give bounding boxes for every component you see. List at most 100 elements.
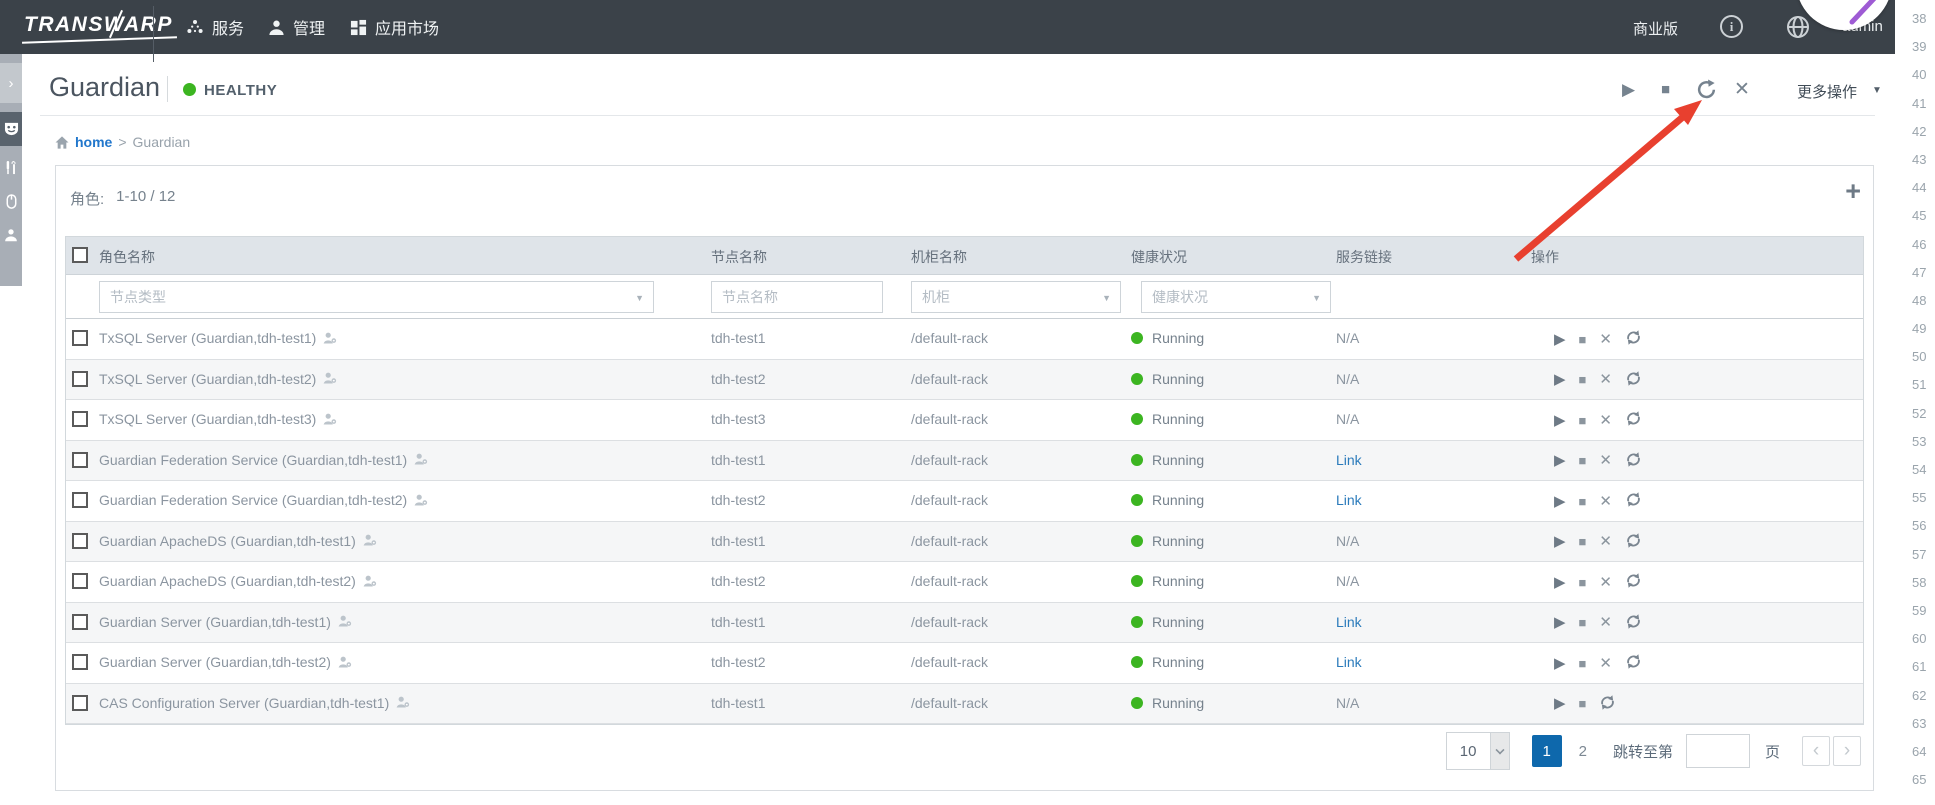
- rack-select[interactable]: 机柜 ▼: [911, 281, 1121, 313]
- service-start-button[interactable]: ▶: [1622, 80, 1636, 99]
- edition-label[interactable]: 商业版: [1633, 21, 1679, 38]
- row-checkbox[interactable]: [72, 330, 88, 346]
- start-icon[interactable]: ▶: [1554, 371, 1566, 388]
- sidebar-item-tools[interactable]: [0, 150, 22, 184]
- row-checkbox[interactable]: [72, 532, 88, 549]
- refresh-icon[interactable]: [1625, 653, 1642, 674]
- sidebar-item-roles[interactable]: [0, 112, 22, 146]
- service-stop-button[interactable]: ■: [1661, 81, 1671, 98]
- row-checkbox[interactable]: [72, 573, 88, 589]
- refresh-icon[interactable]: [1599, 694, 1616, 715]
- nav-item-app-market[interactable]: 应用市场: [350, 0, 439, 54]
- sidebar-item-mouse[interactable]: [0, 184, 22, 218]
- delete-icon[interactable]: ✕: [1599, 654, 1612, 672]
- delete-icon[interactable]: ✕: [1599, 371, 1612, 388]
- stop-icon[interactable]: ■: [1578, 412, 1587, 428]
- add-role-button[interactable]: +: [1845, 176, 1861, 206]
- health-cell: Running: [1131, 533, 1204, 549]
- start-icon[interactable]: ▶: [1554, 695, 1566, 712]
- service-link-cell[interactable]: N/A: [1336, 370, 1360, 387]
- service-link-cell[interactable]: N/A: [1336, 532, 1360, 549]
- start-icon[interactable]: ▶: [1554, 411, 1566, 429]
- row-checkbox[interactable]: [72, 654, 88, 670]
- prev-page-button[interactable]: ‹: [1802, 736, 1830, 766]
- service-link-cell[interactable]: Link: [1336, 613, 1362, 630]
- refresh-icon[interactable]: [1625, 572, 1642, 593]
- line-number: 63: [1912, 715, 1927, 731]
- start-icon[interactable]: ▶: [1554, 533, 1566, 550]
- row-checkbox[interactable]: [72, 492, 88, 508]
- service-link-cell[interactable]: N/A: [1336, 694, 1360, 711]
- row-checkbox[interactable]: [72, 370, 88, 387]
- stop-icon[interactable]: ■: [1578, 655, 1587, 671]
- table-row: Guardian Federation Service (Guardian,td…: [66, 481, 1863, 522]
- refresh-icon[interactable]: [1625, 410, 1642, 431]
- role-type-select[interactable]: 节点类型 ▼: [99, 281, 654, 313]
- service-link-cell[interactable]: Link: [1336, 492, 1362, 508]
- sidebar-item-user[interactable]: [0, 218, 22, 252]
- info-icon[interactable]: i: [1720, 15, 1743, 38]
- service-link-cell[interactable]: Link: [1336, 654, 1362, 670]
- delete-icon[interactable]: ✕: [1599, 452, 1612, 469]
- refresh-icon[interactable]: [1625, 491, 1642, 512]
- start-icon[interactable]: ▶: [1554, 452, 1566, 469]
- line-number: 49: [1912, 321, 1927, 337]
- service-link-cell[interactable]: Link: [1336, 451, 1362, 468]
- page-button-1[interactable]: 1: [1531, 735, 1562, 767]
- goto-page-input[interactable]: [1685, 734, 1750, 768]
- node-name-input[interactable]: 节点名称: [711, 281, 883, 313]
- nav-item-services[interactable]: 服务: [186, 0, 244, 54]
- delete-icon[interactable]: ✕: [1599, 330, 1612, 348]
- roles-table: 角色名称 节点名称 机柜名称 健康状况 服务链接 操作 节点类型 ▼ 节点名称 …: [65, 236, 1864, 725]
- nav-item-admin[interactable]: 管理: [268, 0, 325, 54]
- refresh-icon[interactable]: [1625, 329, 1642, 350]
- refresh-icon[interactable]: [1625, 370, 1642, 391]
- start-icon[interactable]: ▶: [1554, 573, 1566, 591]
- rack-name-cell: /default-rack: [911, 532, 989, 549]
- delete-icon[interactable]: ✕: [1599, 573, 1612, 591]
- refresh-icon[interactable]: [1625, 532, 1642, 553]
- service-restart-button[interactable]: [1696, 79, 1717, 105]
- stop-icon[interactable]: ■: [1578, 331, 1587, 347]
- stop-icon[interactable]: ■: [1578, 493, 1587, 509]
- refresh-icon[interactable]: [1625, 613, 1642, 634]
- sidebar-expand-button[interactable]: ›: [0, 63, 22, 103]
- refresh-icon[interactable]: [1625, 451, 1642, 472]
- page-size-select[interactable]: 10: [1445, 732, 1510, 770]
- language-globe-icon[interactable]: [1786, 15, 1810, 44]
- row-checkbox[interactable]: [72, 613, 88, 630]
- health-select[interactable]: 健康状况 ▼: [1141, 281, 1331, 313]
- delete-icon[interactable]: ✕: [1599, 492, 1612, 510]
- running-dot: [1131, 494, 1143, 506]
- line-number: 59: [1912, 602, 1927, 618]
- line-number: 58: [1912, 574, 1927, 590]
- select-all-checkbox[interactable]: [72, 247, 88, 263]
- start-icon[interactable]: ▶: [1554, 492, 1566, 510]
- more-actions-caret-icon[interactable]: ▼: [1872, 85, 1882, 96]
- stop-icon[interactable]: ■: [1578, 534, 1587, 549]
- row-checkbox[interactable]: [72, 694, 88, 711]
- delete-icon[interactable]: ✕: [1599, 411, 1612, 429]
- service-link-cell[interactable]: N/A: [1336, 411, 1360, 427]
- line-number: 51: [1912, 377, 1927, 393]
- service-close-button[interactable]: ✕: [1734, 79, 1750, 100]
- row-checkbox[interactable]: [72, 411, 88, 427]
- start-icon[interactable]: ▶: [1554, 330, 1566, 348]
- service-link-cell[interactable]: N/A: [1336, 330, 1360, 346]
- next-page-button[interactable]: ›: [1833, 736, 1861, 766]
- delete-icon[interactable]: ✕: [1599, 614, 1612, 631]
- stop-icon[interactable]: ■: [1578, 615, 1587, 630]
- stop-icon[interactable]: ■: [1578, 574, 1587, 590]
- more-actions-button[interactable]: 更多操作: [1797, 84, 1858, 101]
- service-link-cell[interactable]: N/A: [1336, 573, 1360, 589]
- start-icon[interactable]: ▶: [1554, 654, 1566, 672]
- stop-icon[interactable]: ■: [1578, 372, 1587, 387]
- stop-icon[interactable]: ■: [1578, 696, 1587, 711]
- role-name-cell: Guardian ApacheDS (Guardian,tdh-test2): [99, 573, 377, 589]
- breadcrumb-home-link[interactable]: home: [75, 134, 113, 150]
- stop-icon[interactable]: ■: [1578, 453, 1587, 468]
- row-checkbox[interactable]: [72, 451, 88, 468]
- delete-icon[interactable]: ✕: [1599, 533, 1612, 550]
- page-button-2[interactable]: 2: [1578, 742, 1587, 760]
- start-icon[interactable]: ▶: [1554, 614, 1566, 631]
